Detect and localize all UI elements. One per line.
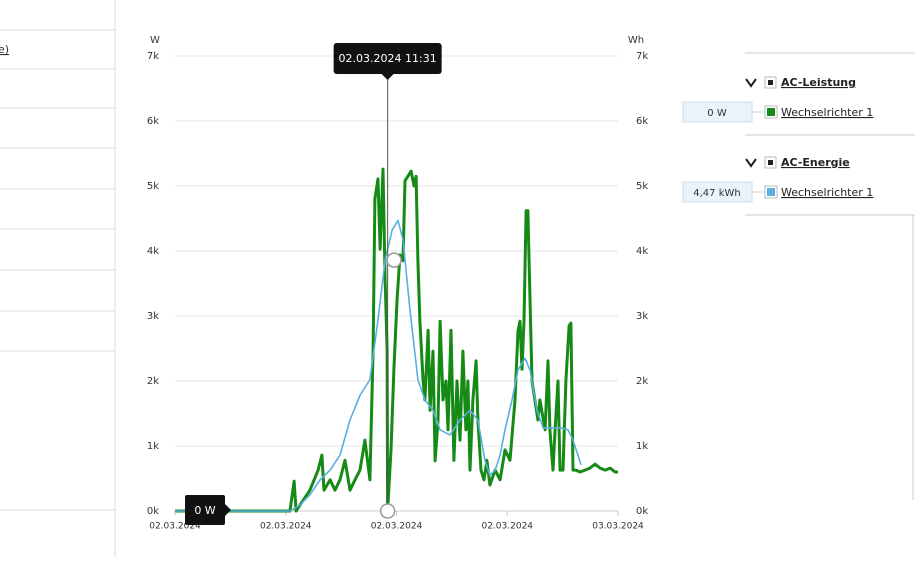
hover-point xyxy=(386,252,402,268)
x-tick-label: 02.03.2024 xyxy=(149,522,201,532)
value-badge-arrow xyxy=(225,504,231,516)
legend-swatch xyxy=(767,188,775,196)
y2-tick-label: 4k xyxy=(636,246,648,257)
value-badge xyxy=(185,495,225,525)
legend-entry[interactable]: Wechselrichter 1 xyxy=(781,106,873,119)
readout-value: 4,47 kWh xyxy=(693,188,740,199)
tooltip-box xyxy=(333,43,442,74)
y2-tick-label: 0k xyxy=(636,506,648,517)
y-tick-label: 0k xyxy=(147,506,159,517)
x-tick-label: 02.03.2024 xyxy=(371,522,423,532)
legend-group[interactable]: AC-Energie xyxy=(781,156,850,169)
x-tick-label: 02.03.2024 xyxy=(481,522,533,532)
series-line xyxy=(175,219,582,512)
y2-tick-label: 2k xyxy=(636,376,648,387)
series-line xyxy=(175,167,618,513)
y2-tick-label: 5k xyxy=(636,181,648,192)
y-tick-label: 4k xyxy=(147,246,159,257)
tooltip-arrow xyxy=(381,74,394,80)
value-badge-label: 0 W xyxy=(194,504,215,517)
legend-panel-lines xyxy=(745,52,915,500)
readout-value: 0 W xyxy=(707,108,727,119)
legend-swatch xyxy=(767,108,775,116)
x-tick-label: 03.03.2024 xyxy=(592,522,644,532)
y2-axis-label: Wh xyxy=(628,35,644,46)
sidebar-item[interactable]: e) xyxy=(0,43,9,56)
tooltip-label: 02.03.2024 11:31 xyxy=(339,52,437,65)
legend-entry[interactable]: Wechselrichter 1 xyxy=(781,186,873,199)
sidebar xyxy=(0,0,116,557)
y-tick-label: 2k xyxy=(147,376,159,387)
x-tick-label: 02.03.2024 xyxy=(260,522,312,532)
y-tick-label: 5k xyxy=(147,181,159,192)
y-tick-label: 3k xyxy=(147,311,159,322)
y-tick-label: 6k xyxy=(147,116,159,127)
y2-tick-label: 6k xyxy=(636,116,648,127)
y-tick-label: 1k xyxy=(147,441,159,452)
collapse-caret[interactable] xyxy=(745,78,757,88)
y-axis-label: W xyxy=(150,35,160,46)
y2-tick-label: 3k xyxy=(636,311,648,322)
group-checkbox-mark xyxy=(768,160,773,165)
group-checkbox-mark xyxy=(768,80,773,85)
hover-point xyxy=(379,503,396,519)
y-tick-label: 7k xyxy=(147,51,159,62)
y2-tick-label: 7k xyxy=(636,51,648,62)
y2-tick-label: 1k xyxy=(636,441,648,452)
collapse-caret[interactable] xyxy=(745,158,757,168)
legend-group[interactable]: AC-Leistung xyxy=(781,76,856,89)
